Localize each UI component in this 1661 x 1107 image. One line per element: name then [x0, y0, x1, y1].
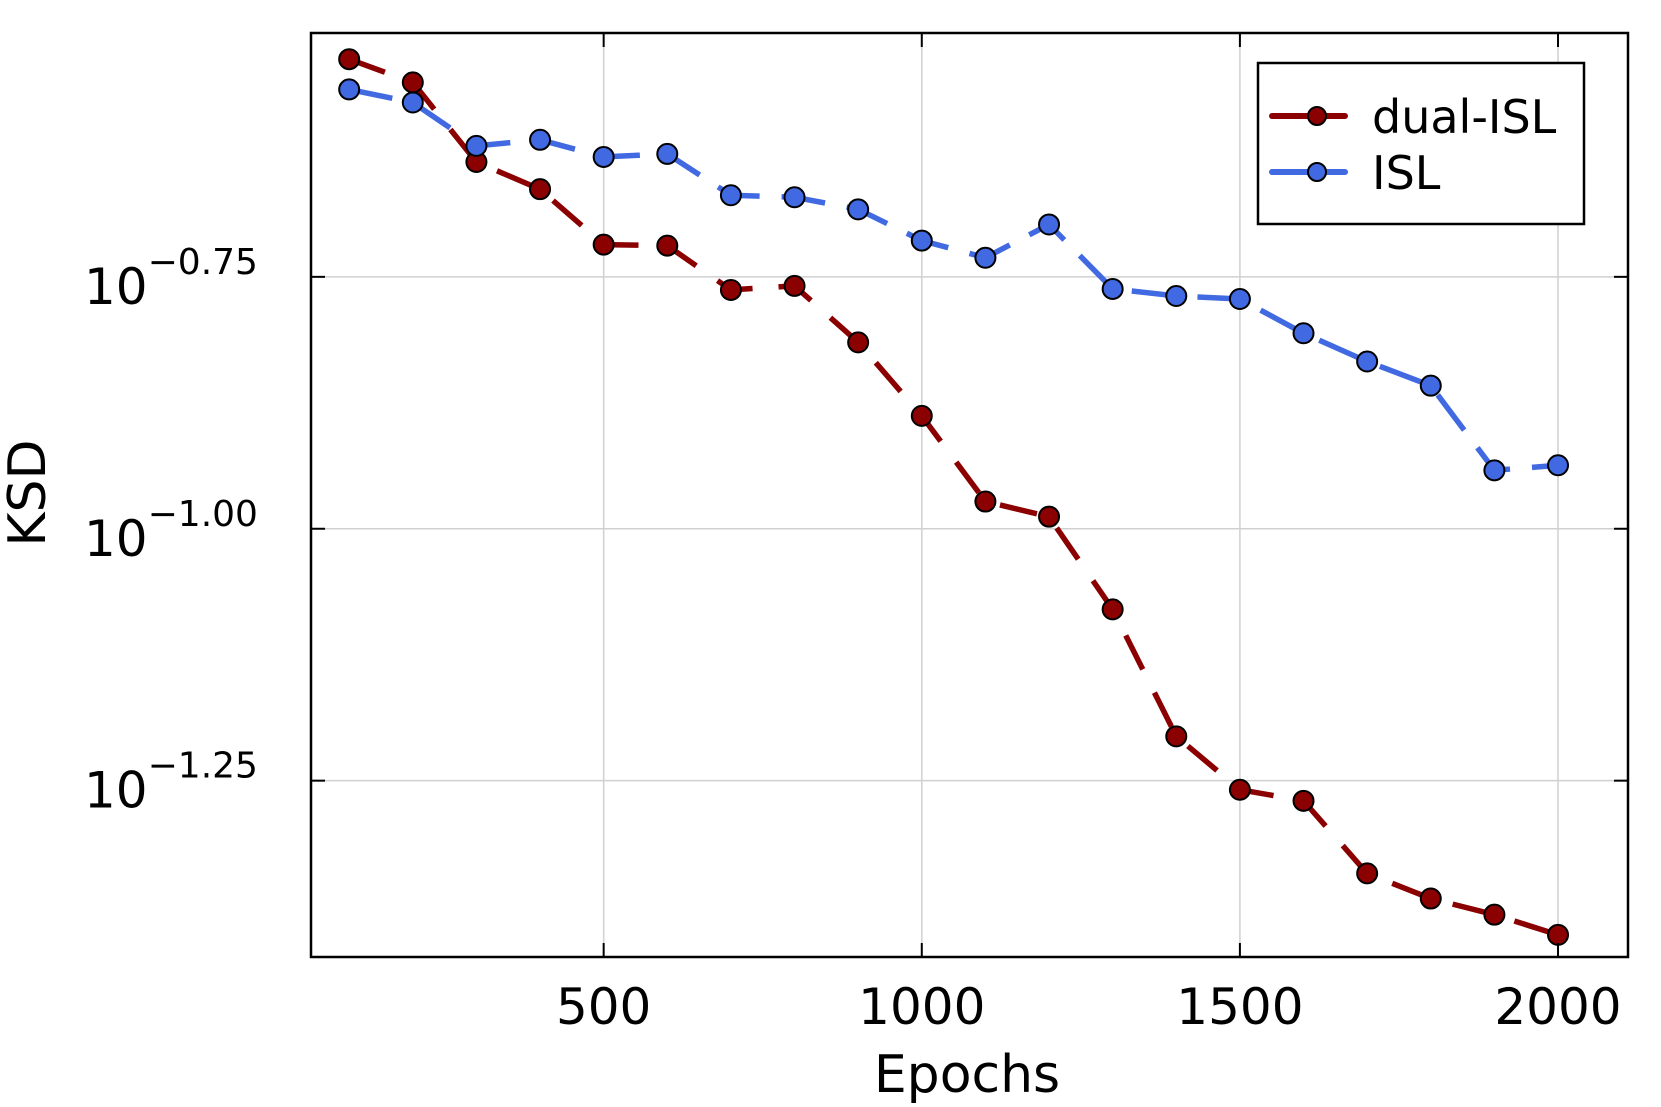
data-point-dual-isl — [592, 233, 615, 256]
data-point-isl — [338, 78, 361, 101]
data-point-isl — [719, 184, 742, 207]
data-point-dual-isl — [719, 278, 742, 301]
x-axis-label: Epochs — [874, 1045, 1060, 1105]
series-layer — [338, 48, 1570, 946]
data-point-isl — [1038, 213, 1061, 236]
tick-labels: 500 1000 1500 2000 10−0.75 10−1.00 10−1.25 — [84, 242, 1622, 1036]
series-dual-isl — [338, 48, 1570, 946]
data-point-dual-isl — [1419, 887, 1442, 910]
legend: dual-ISL ISL — [1256, 61, 1586, 226]
data-point-isl — [783, 186, 806, 209]
data-point-dual-isl — [783, 274, 806, 297]
data-point-isl — [592, 145, 615, 168]
y-tick-label: 10−1.25 — [84, 746, 258, 820]
legend-entry-isl: ISL — [1269, 146, 1441, 200]
data-point-isl — [1292, 322, 1315, 345]
data-point-isl — [974, 246, 997, 269]
data-point-dual-isl — [1483, 903, 1506, 926]
series-isl — [338, 78, 1570, 482]
data-point-dual-isl — [1101, 598, 1124, 621]
legend-swatch-marker-isl — [1307, 162, 1327, 182]
x-tick-label: 1500 — [1176, 978, 1303, 1036]
data-point-dual-isl — [338, 48, 361, 71]
series-line-dual-isl — [348, 56, 1559, 938]
legend-label-isl: ISL — [1372, 146, 1441, 200]
x-tick-label: 2000 — [1494, 978, 1621, 1036]
data-point-isl — [1356, 350, 1379, 373]
data-point-isl — [847, 198, 870, 221]
x-tick-label: 1000 — [858, 978, 985, 1036]
data-point-isl — [1101, 277, 1124, 300]
data-point-dual-isl — [1038, 505, 1061, 528]
data-point-isl — [1547, 454, 1570, 477]
data-point-isl — [1483, 459, 1506, 482]
data-point-dual-isl — [656, 234, 679, 257]
data-point-isl — [1165, 284, 1188, 307]
data-point-dual-isl — [1165, 725, 1188, 748]
data-point-isl — [401, 91, 424, 114]
data-point-dual-isl — [910, 404, 933, 427]
data-point-dual-isl — [401, 71, 424, 94]
data-point-dual-isl — [1547, 923, 1570, 946]
ticks — [311, 33, 1628, 957]
data-point-isl — [465, 134, 488, 157]
legend-swatch-marker-dual-isl — [1307, 106, 1327, 126]
data-point-isl — [656, 142, 679, 165]
legend-label-dual-isl: dual-ISL — [1372, 90, 1557, 144]
data-point-dual-isl — [1228, 778, 1251, 801]
data-point-isl — [910, 229, 933, 252]
data-point-dual-isl — [1292, 789, 1315, 812]
x-tick-label: 500 — [556, 978, 651, 1036]
y-axis-label: KSD — [0, 439, 58, 546]
data-point-isl — [529, 128, 552, 151]
y-tick-label: 10−0.75 — [84, 242, 258, 316]
legend-entry-dual-isl: dual-ISL — [1269, 90, 1557, 144]
plot-frame — [309, 31, 1630, 959]
data-point-dual-isl — [847, 331, 870, 354]
data-point-dual-isl — [974, 490, 997, 513]
y-tick-label: 10−1.00 — [84, 494, 258, 568]
data-point-isl — [1228, 288, 1251, 311]
data-point-dual-isl — [1356, 862, 1379, 885]
legend-box — [1256, 61, 1586, 226]
data-point-dual-isl — [529, 178, 552, 201]
data-point-isl — [1419, 374, 1442, 397]
